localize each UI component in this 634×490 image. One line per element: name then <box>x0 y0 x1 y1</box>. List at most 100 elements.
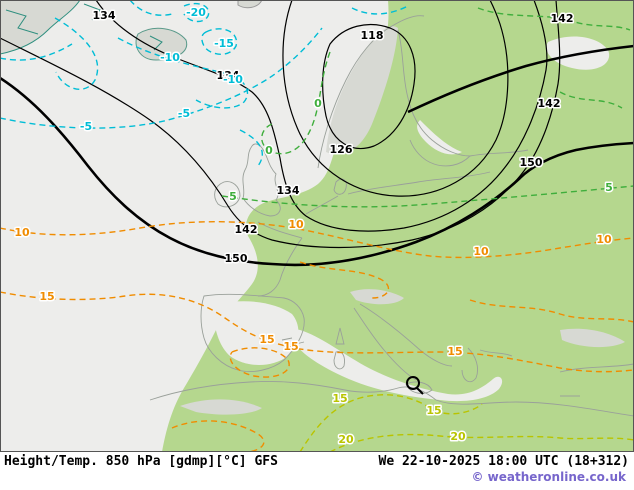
temp-squiggle-arctic <box>351 5 409 15</box>
coast-sweden-baltic <box>397 29 472 167</box>
terrain-alps <box>350 289 404 305</box>
cyclone-circle <box>406 376 420 390</box>
copyright-text: © weatheronline.co.uk <box>471 470 626 484</box>
footer-row-copyright: © weatheronline.co.uk <box>0 469 634 484</box>
map-area: 134 134 118 126 134 142 150 142 142 150 -20 -15 -10-… <box>0 0 634 452</box>
contour-label: -15 <box>214 37 234 50</box>
temp-line-zero <box>261 51 331 155</box>
chart-title: Height/Temp. 850 hPa [gdmp][°C] GFS <box>4 454 278 469</box>
contour-label: 0 <box>314 97 322 110</box>
coast-finland <box>469 149 529 157</box>
coast-lowcountries <box>305 195 339 215</box>
coast-iberia <box>200 293 305 372</box>
temp-contours-orange <box>0 221 634 452</box>
coast-turkey <box>559 363 634 373</box>
coast-ireland <box>214 181 241 208</box>
contour-label: 118 <box>361 29 384 42</box>
temp-squiggle-france <box>299 261 390 299</box>
contour-label: 15 <box>283 340 298 353</box>
cyclone-tail <box>416 387 424 395</box>
contour-126 <box>282 0 509 197</box>
coast-north-africa <box>149 381 634 417</box>
contour-label: -20 <box>186 6 206 19</box>
contour-label: 126 <box>330 143 353 156</box>
temp-contours-yellow <box>299 394 634 452</box>
coast-balearics <box>281 337 305 345</box>
glacier-line <box>83 3 101 21</box>
temp-squiggle-midsea <box>239 129 263 167</box>
coast-greece <box>461 347 513 383</box>
contour-label: 150 <box>225 252 248 265</box>
temp-loop-spain <box>229 347 290 378</box>
contour-label: 134 <box>217 69 240 82</box>
contour-label: 10 <box>473 245 489 258</box>
contour-labels: 134134118126134142150142142150-20-15-10-… <box>13 5 614 448</box>
temp-line-south20 <box>329 433 634 452</box>
coast-corsica <box>335 327 345 345</box>
contour-label: -10 <box>160 51 180 64</box>
contour-label: 10 <box>14 226 30 239</box>
temp-loop-minus15 <box>201 28 238 55</box>
coast-norway <box>317 15 425 169</box>
contour-label: 5 <box>605 181 613 194</box>
temp-line-ten <box>0 221 634 259</box>
temp-squiggle-ne1 <box>477 7 631 31</box>
temp-loop-minus20 <box>183 2 210 23</box>
contour-142 <box>0 0 561 249</box>
footer-bar: Height/Temp. 850 hPa [gdmp][°C] GFS We 2… <box>0 452 634 490</box>
temp-squiggle-north <box>129 0 173 16</box>
contour-thick-northeast <box>407 44 634 114</box>
coast-sicily <box>405 381 433 394</box>
temp-squiggle-iceland <box>54 17 99 90</box>
contour-label: 142 <box>235 223 258 236</box>
contour-label: 134 <box>277 184 300 197</box>
contour-118 <box>322 23 416 150</box>
contour-label: 15 <box>259 333 274 346</box>
contour-label: 15 <box>447 345 462 358</box>
terrain-scandes <box>326 26 398 155</box>
temp-contours-green <box>221 7 634 208</box>
temp-line-fifteen <box>0 291 634 373</box>
contour-150-thick <box>0 76 634 267</box>
temp-line-minus10 <box>117 37 249 109</box>
glacier-line <box>149 35 163 51</box>
weather-map: 134134118126134142150142142150-20-15-10-… <box>0 0 634 452</box>
coast-britain <box>242 143 281 217</box>
footer-row-main: Height/Temp. 850 hPa [gdmp][°C] GFS We 2… <box>0 452 634 469</box>
temp-line-five <box>221 185 634 208</box>
chart-timestamp: We 22-10-2025 18:00 UTC (18+312) <box>378 454 629 469</box>
terrain-atlas <box>180 399 262 415</box>
contour-label: 5 <box>229 190 237 203</box>
contour-label: -5 <box>178 107 190 120</box>
temp-squiggle-balkans <box>469 299 634 323</box>
temp-line-south15 <box>299 394 483 452</box>
coast-italy-east <box>359 303 453 367</box>
contour-label: 134 <box>93 9 116 22</box>
terrain-anatolia <box>560 328 625 348</box>
contour-label: 15 <box>332 392 347 405</box>
height-contours <box>0 0 634 267</box>
terrain-iberia-plateau <box>214 301 299 365</box>
contour-label: 15 <box>39 290 54 303</box>
contour-label: 15 <box>426 404 441 417</box>
baltic-sea <box>417 120 462 155</box>
glacier-line <box>5 9 39 35</box>
contour-label: -10 <box>223 73 243 86</box>
contour-label: 20 <box>338 433 354 446</box>
temp-squiggle-morocco <box>171 420 265 452</box>
contour-label: 150 <box>520 156 543 169</box>
contour-label: 10 <box>288 218 304 231</box>
temp-contours-cyan <box>0 0 409 167</box>
coast-italy-west <box>353 307 417 381</box>
cyclone-symbol <box>406 376 424 395</box>
greenland-coast <box>0 0 81 55</box>
temp-squiggle-ne2 <box>559 91 623 109</box>
contour-label: 142 <box>551 12 574 25</box>
coast-baltic-south <box>347 171 491 195</box>
contour-label: 0 <box>265 144 273 157</box>
mediterranean-sea <box>292 329 503 402</box>
glacier-detail-lines <box>5 3 163 51</box>
contour-label: -5 <box>80 120 92 133</box>
contour-label: 20 <box>450 430 466 443</box>
